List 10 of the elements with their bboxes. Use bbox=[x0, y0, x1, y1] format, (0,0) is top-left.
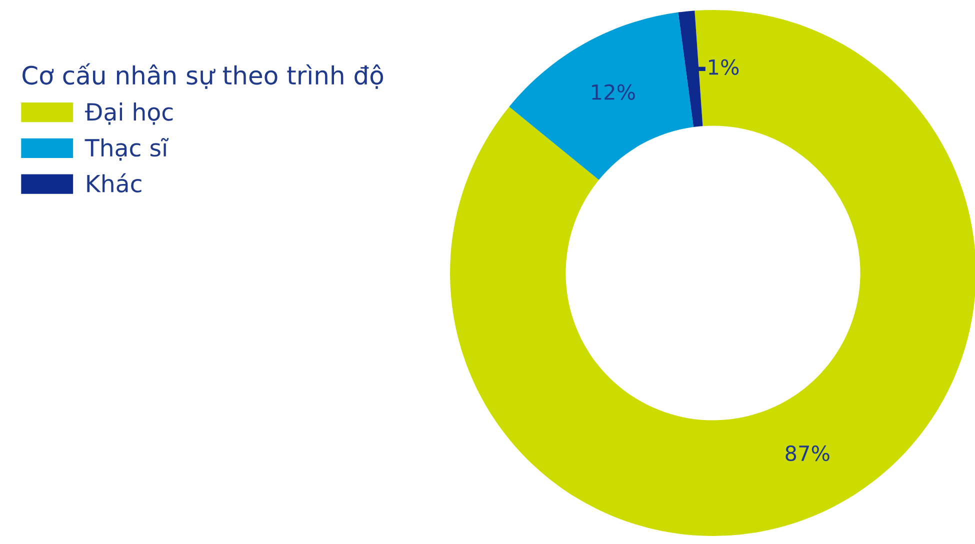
donut-slice bbox=[450, 10, 975, 536]
data-label: 87% bbox=[786, 445, 830, 462]
legend-title: Cơ cấu nhân sự theo trình độ bbox=[22, 63, 384, 89]
donut-slice bbox=[678, 10, 703, 128]
legend-label: Đại học bbox=[85, 102, 173, 125]
legend-label: Khác bbox=[87, 173, 142, 192]
data-label: 12% bbox=[592, 84, 635, 100]
data-label: 1% bbox=[709, 59, 739, 75]
donut-slice bbox=[509, 12, 694, 180]
legend-label: Thạc sĩ bbox=[84, 138, 169, 161]
